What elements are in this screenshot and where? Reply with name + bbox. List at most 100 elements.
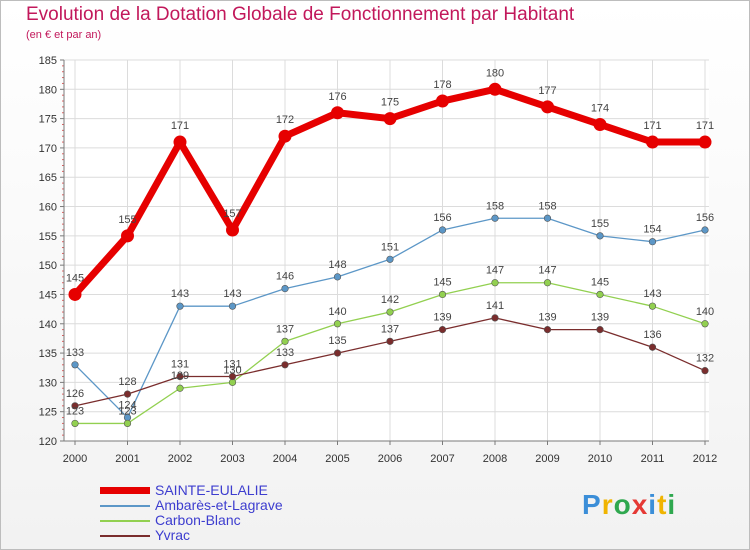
data-point bbox=[543, 279, 552, 287]
logo-letter: r bbox=[601, 489, 614, 520]
data-point bbox=[383, 112, 397, 126]
data-point bbox=[228, 302, 237, 310]
data-label: 123 bbox=[66, 405, 84, 417]
data-label: 157 bbox=[223, 208, 241, 220]
x-tick-label: 2005 bbox=[325, 453, 349, 465]
data-label: 147 bbox=[486, 265, 504, 277]
x-tick-label: 2010 bbox=[588, 453, 612, 465]
data-label: 175 bbox=[381, 97, 399, 109]
data-label: 123 bbox=[118, 405, 136, 417]
data-point bbox=[331, 106, 344, 120]
y-tick-label: 140 bbox=[39, 319, 57, 331]
data-point bbox=[438, 326, 447, 334]
data-point bbox=[386, 337, 394, 345]
data-label: 158 bbox=[486, 200, 504, 212]
data-point bbox=[281, 285, 289, 293]
data-label: 171 bbox=[643, 120, 661, 132]
x-tick-label: 2008 bbox=[483, 453, 507, 465]
data-point bbox=[541, 100, 554, 114]
x-tick-label: 2012 bbox=[693, 453, 717, 465]
legend: SAINTE-EULALIE Ambarès-et-Lagrave Carbon… bbox=[100, 483, 380, 543]
data-point bbox=[176, 384, 184, 392]
data-label: 131 bbox=[223, 359, 241, 371]
y-tick-label: 155 bbox=[39, 231, 57, 243]
legend-label: Carbon-Blanc bbox=[155, 512, 241, 528]
data-point bbox=[123, 390, 132, 398]
data-point bbox=[491, 279, 499, 287]
y-tick-label: 145 bbox=[39, 289, 57, 301]
legend-item-carbon-blanc: Carbon-Blanc bbox=[100, 513, 380, 528]
data-label: 139 bbox=[538, 312, 556, 324]
data-label: 133 bbox=[276, 347, 294, 359]
data-point bbox=[436, 94, 449, 108]
data-point bbox=[698, 135, 712, 149]
data-label: 140 bbox=[328, 306, 346, 318]
x-tick-label: 2003 bbox=[220, 453, 244, 465]
data-point bbox=[593, 117, 607, 131]
data-label: 156 bbox=[696, 212, 714, 224]
data-label: 143 bbox=[223, 288, 241, 300]
data-label: 174 bbox=[591, 102, 609, 114]
y-tick-label: 160 bbox=[39, 202, 57, 214]
x-tick-label: 2006 bbox=[378, 453, 402, 465]
data-label: 176 bbox=[328, 91, 346, 103]
data-point bbox=[333, 320, 342, 328]
data-label: 147 bbox=[538, 265, 556, 277]
data-point bbox=[386, 255, 394, 263]
data-label: 130 bbox=[223, 364, 241, 376]
legend-swatch bbox=[100, 535, 150, 537]
y-tick-label: 170 bbox=[39, 143, 57, 155]
data-point bbox=[596, 290, 604, 299]
data-point bbox=[281, 361, 289, 369]
data-label: 132 bbox=[696, 353, 714, 365]
data-point bbox=[121, 229, 134, 243]
data-point bbox=[701, 367, 709, 375]
data-label: 135 bbox=[328, 335, 346, 347]
data-point bbox=[701, 320, 709, 328]
legend-label: Yvrac bbox=[155, 527, 191, 543]
data-point bbox=[596, 326, 604, 334]
y-tick-label: 135 bbox=[39, 348, 57, 360]
logo-letter: i bbox=[667, 489, 677, 520]
data-point bbox=[488, 82, 502, 96]
data-label: 158 bbox=[538, 200, 556, 212]
data-point bbox=[228, 372, 237, 381]
data-label: 128 bbox=[118, 376, 136, 388]
data-label: 142 bbox=[381, 294, 399, 306]
x-tick-label: 2001 bbox=[115, 453, 139, 465]
chart-subtitle: (en € et par an) bbox=[26, 29, 102, 41]
data-label: 145 bbox=[66, 272, 84, 284]
data-point bbox=[71, 361, 79, 369]
data-label: 178 bbox=[433, 79, 451, 91]
logo-letter: o bbox=[613, 489, 632, 520]
data-label: 133 bbox=[66, 347, 84, 359]
data-label: 146 bbox=[276, 271, 294, 283]
legend-swatch bbox=[100, 520, 150, 522]
data-label: 141 bbox=[486, 300, 504, 312]
logo-letter: i bbox=[648, 489, 658, 520]
data-point bbox=[648, 302, 657, 310]
y-tick-label: 180 bbox=[39, 84, 57, 96]
y-tick-label: 165 bbox=[39, 172, 57, 184]
data-label: 143 bbox=[643, 288, 661, 300]
data-point bbox=[176, 372, 184, 381]
data-label: 124 bbox=[118, 400, 136, 412]
data-label: 137 bbox=[381, 323, 399, 335]
data-point bbox=[438, 226, 447, 234]
logo-letter: x bbox=[631, 489, 649, 520]
data-point bbox=[491, 314, 499, 322]
logo-letter: P bbox=[582, 489, 602, 520]
data-point bbox=[123, 419, 132, 428]
data-label: 136 bbox=[643, 329, 661, 341]
data-label: 148 bbox=[328, 259, 346, 271]
x-tick-label: 2000 bbox=[63, 453, 87, 465]
x-tick-label: 2007 bbox=[430, 453, 454, 465]
data-label: 126 bbox=[66, 388, 84, 400]
data-label: 171 bbox=[171, 120, 189, 132]
data-point bbox=[438, 290, 447, 299]
data-point bbox=[543, 326, 552, 334]
data-label: 172 bbox=[276, 114, 294, 126]
data-label: 131 bbox=[171, 359, 189, 371]
data-label: 171 bbox=[696, 120, 714, 132]
